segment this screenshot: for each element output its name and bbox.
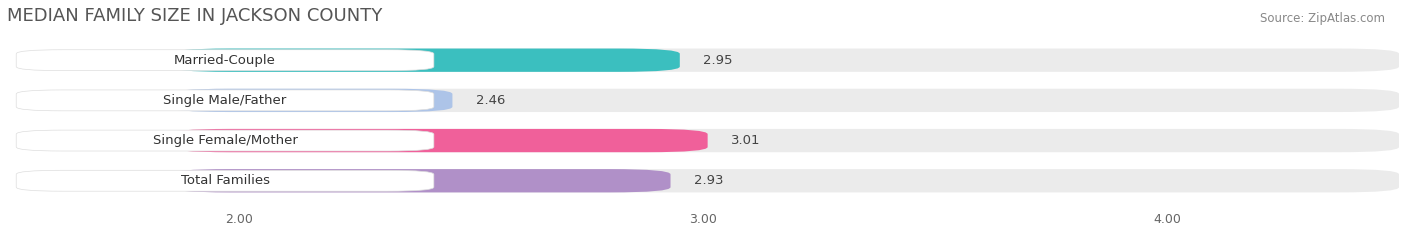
FancyBboxPatch shape bbox=[17, 130, 434, 151]
FancyBboxPatch shape bbox=[169, 129, 1399, 152]
Text: 2.93: 2.93 bbox=[693, 174, 723, 187]
Text: 2.46: 2.46 bbox=[475, 94, 505, 107]
FancyBboxPatch shape bbox=[169, 169, 1399, 192]
FancyBboxPatch shape bbox=[169, 48, 1399, 72]
Text: Single Female/Mother: Single Female/Mother bbox=[153, 134, 298, 147]
Text: Single Male/Father: Single Male/Father bbox=[163, 94, 287, 107]
Text: 3.01: 3.01 bbox=[731, 134, 761, 147]
FancyBboxPatch shape bbox=[169, 89, 453, 112]
Text: Total Families: Total Families bbox=[180, 174, 270, 187]
FancyBboxPatch shape bbox=[169, 89, 1399, 112]
Text: Married-Couple: Married-Couple bbox=[174, 54, 276, 67]
Text: 2.95: 2.95 bbox=[703, 54, 733, 67]
FancyBboxPatch shape bbox=[17, 90, 434, 111]
FancyBboxPatch shape bbox=[17, 170, 434, 191]
FancyBboxPatch shape bbox=[169, 129, 707, 152]
FancyBboxPatch shape bbox=[169, 48, 679, 72]
FancyBboxPatch shape bbox=[17, 50, 434, 71]
Text: Source: ZipAtlas.com: Source: ZipAtlas.com bbox=[1260, 12, 1385, 25]
FancyBboxPatch shape bbox=[169, 169, 671, 192]
Text: MEDIAN FAMILY SIZE IN JACKSON COUNTY: MEDIAN FAMILY SIZE IN JACKSON COUNTY bbox=[7, 7, 382, 25]
